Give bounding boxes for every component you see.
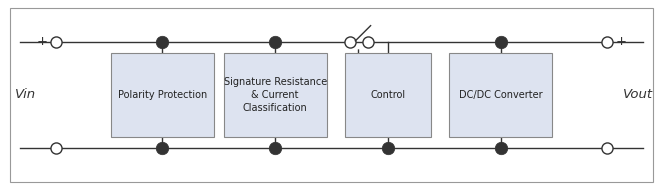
- Text: +: +: [616, 35, 627, 48]
- Text: -: -: [39, 142, 44, 155]
- Text: DC/DC Converter: DC/DC Converter: [459, 90, 542, 100]
- Text: Signature Resistance
& Current
Classification: Signature Resistance & Current Classific…: [223, 77, 327, 113]
- Bar: [111, 53, 213, 137]
- Text: Vin: Vin: [15, 89, 36, 101]
- Text: -: -: [619, 142, 624, 155]
- Bar: [450, 53, 552, 137]
- Text: +: +: [36, 35, 47, 48]
- Bar: [345, 53, 431, 137]
- Text: Polarity Protection: Polarity Protection: [118, 90, 207, 100]
- Text: Vout: Vout: [623, 89, 653, 101]
- Text: Control: Control: [371, 90, 405, 100]
- Bar: [224, 53, 326, 137]
